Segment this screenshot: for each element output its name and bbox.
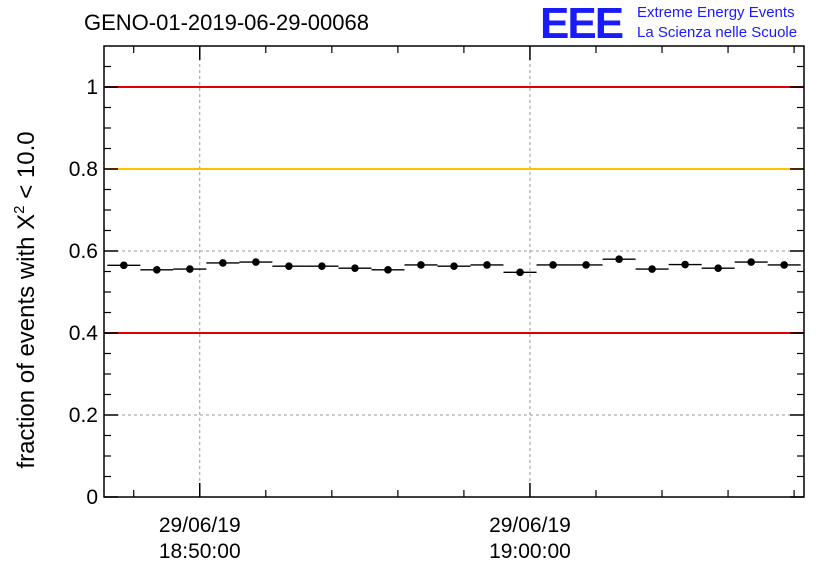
logo-line-2: La Scienza nelle Scuole: [637, 24, 798, 41]
data-point: [648, 265, 656, 273]
x-tick-label-date: 29/06/19: [159, 514, 241, 537]
y-axis-title-suffix: < 10.0: [13, 131, 40, 205]
y-tick-label: 1: [86, 76, 98, 99]
logo-line-1: Extreme Energy Events: [637, 4, 795, 21]
data-point: [615, 255, 623, 263]
y-axis-title-prefix: fraction of events with: [13, 230, 40, 469]
y-tick-label: 0: [86, 486, 98, 509]
y-axis-title-superscript: 2: [11, 205, 28, 213]
grid-layer: [104, 46, 804, 497]
x-tick-label-time: 18:50:00: [159, 540, 241, 563]
data-point: [747, 258, 755, 266]
data-point: [285, 262, 293, 270]
threshold-layer: [104, 86, 804, 334]
data-point: [153, 266, 161, 274]
data-point: [681, 260, 689, 269]
data-point: [417, 261, 425, 269]
y-tick-label: 0.4: [69, 322, 99, 345]
y-tick-label: 0.8: [69, 158, 98, 181]
x-tick-label-time: 19:00:00: [489, 540, 571, 563]
data-point: [450, 262, 458, 270]
logo-mark: EEE: [540, 0, 624, 48]
data-point: [384, 266, 392, 274]
data-point: [516, 268, 524, 277]
data-point: [252, 258, 260, 266]
run-title: GENO-01-2019-06-29-00068: [84, 10, 369, 35]
data-point: [780, 261, 788, 269]
data-point: [351, 264, 359, 273]
y-axis-title-chi: X: [13, 214, 40, 230]
data-point: [318, 262, 326, 270]
data-point: [714, 264, 722, 273]
y-axis-title: fraction of events with X2 < 10.0: [11, 131, 40, 468]
y-tick-label: 0.2: [69, 404, 98, 427]
data-point: [186, 265, 194, 273]
data-point: [549, 261, 557, 269]
data-layer: [107, 255, 801, 277]
tick-layer: 0 0.2 0.4 0.6 0.8 1 29/06/19 18:50:00 29/06/19 19…: [69, 46, 804, 563]
y-tick-label: 0.6: [69, 240, 98, 263]
x-tick-label-date: 29/06/19: [489, 514, 571, 537]
eee-logo: EEE Extreme Energy Events La Scienza nel…: [540, 0, 830, 48]
data-point: [120, 261, 128, 270]
data-point: [582, 261, 590, 269]
data-point: [483, 261, 491, 269]
data-point: [219, 259, 227, 267]
plot-frame: [103, 45, 805, 498]
